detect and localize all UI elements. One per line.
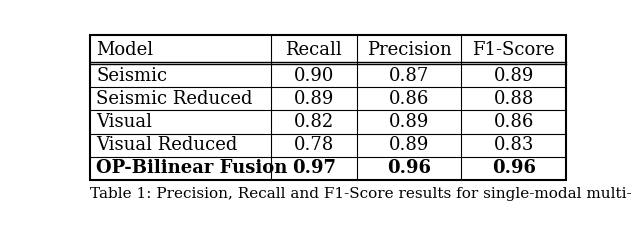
Text: Precision: Precision <box>367 40 451 58</box>
Text: 0.89: 0.89 <box>388 136 429 154</box>
Text: Table 1: Precision, Recall and F1-Score results for single-modal multi-: Table 1: Precision, Recall and F1-Score … <box>90 187 632 201</box>
Text: OP-Bilinear Fusion: OP-Bilinear Fusion <box>97 159 288 177</box>
Text: 0.82: 0.82 <box>294 113 334 131</box>
Text: Seismic: Seismic <box>97 67 168 85</box>
Text: Visual: Visual <box>97 113 152 131</box>
Text: 0.86: 0.86 <box>493 113 534 131</box>
Text: F1-Score: F1-Score <box>472 40 555 58</box>
Text: Seismic Reduced: Seismic Reduced <box>97 90 253 108</box>
Text: 0.97: 0.97 <box>292 159 336 177</box>
Text: 0.89: 0.89 <box>388 113 429 131</box>
Text: 0.89: 0.89 <box>294 90 334 108</box>
Text: 0.87: 0.87 <box>389 67 429 85</box>
Text: Model: Model <box>97 40 154 58</box>
Text: 0.86: 0.86 <box>388 90 429 108</box>
Text: 0.96: 0.96 <box>387 159 431 177</box>
Text: 0.96: 0.96 <box>492 159 536 177</box>
Text: Visual Reduced: Visual Reduced <box>97 136 237 154</box>
Text: 0.89: 0.89 <box>493 67 534 85</box>
Text: 0.90: 0.90 <box>294 67 334 85</box>
Text: 0.88: 0.88 <box>493 90 534 108</box>
Text: 0.83: 0.83 <box>493 136 534 154</box>
Text: Recall: Recall <box>285 40 342 58</box>
Text: 0.78: 0.78 <box>294 136 334 154</box>
